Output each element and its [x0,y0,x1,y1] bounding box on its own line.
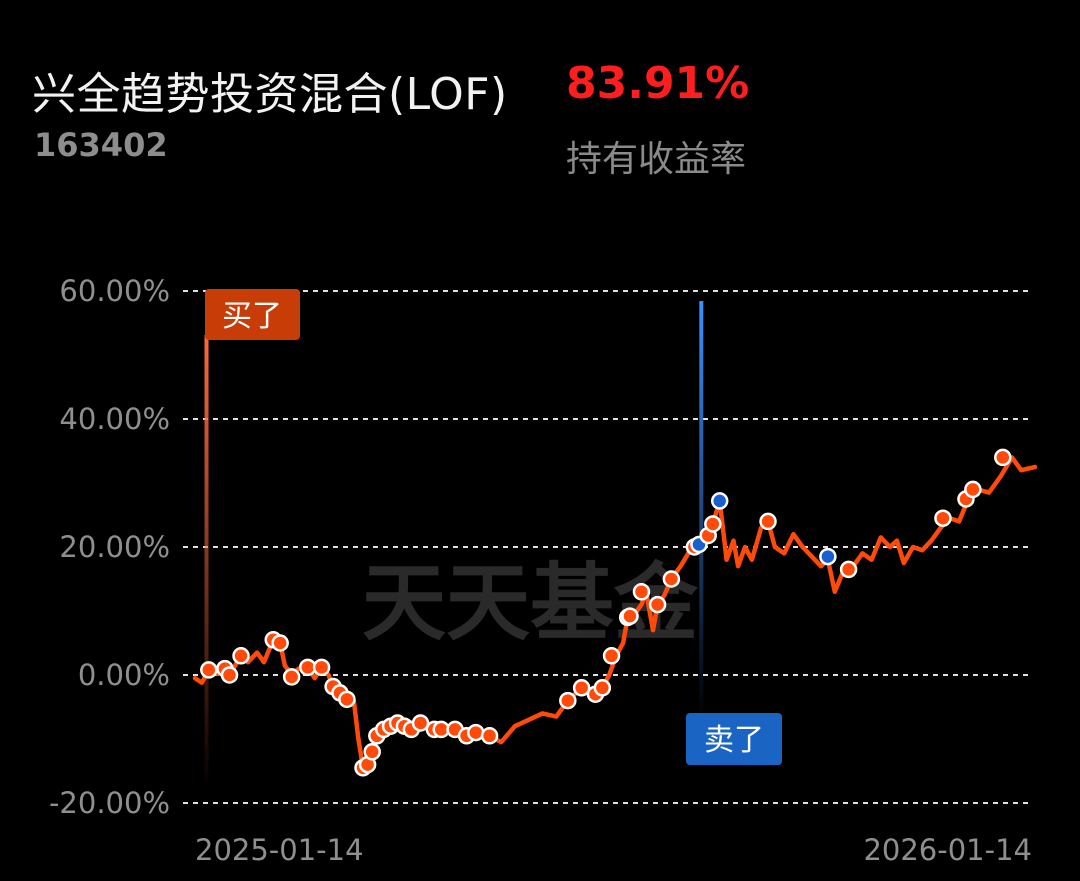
sell-indicator-line [699,301,704,721]
buy-marker[interactable] [411,714,430,732]
sell-tag-label: 卖了 [704,723,764,758]
buy-indicator-line [204,335,209,790]
trade-indicator-lines [204,301,704,790]
x-axis-labels: 2025-01-14 2026-01-14 [195,833,1032,867]
buy-marker[interactable] [602,647,621,665]
sell-tag[interactable]: 卖了 [686,713,782,765]
sell-marker[interactable] [710,492,729,510]
buy-marker[interactable] [648,595,667,614]
buy-marker[interactable] [994,448,1012,467]
fund-name: 兴全趋势投资混合(LOF) [32,69,508,120]
buy-tag-label: 买了 [222,299,282,334]
buy-marker[interactable] [934,509,952,527]
buy-marker[interactable] [282,668,301,686]
fund-code: 163402 [34,126,168,164]
buy-marker[interactable] [338,690,356,709]
x-tick-label-start: 2025-01-14 [195,833,364,867]
buy-marker[interactable] [467,723,485,742]
buy-marker[interactable] [964,480,982,499]
trade-markers [200,448,1012,777]
y-tick-label: 60.00% [59,274,170,308]
buy-marker[interactable] [621,607,639,625]
buy-marker[interactable] [572,679,591,697]
y-tick-label: 0.00% [78,658,170,692]
buy-marker[interactable] [312,658,331,677]
sell-marker[interactable] [819,547,837,566]
holding-return-label: 持有收益率 [566,139,747,180]
x-tick-label-end: 2026-01-14 [863,833,1032,867]
buy-marker[interactable] [271,634,289,652]
buy-marker[interactable] [759,512,777,531]
y-tick-label: -20.00% [49,786,170,820]
buy-marker[interactable] [559,691,577,710]
y-tick-label: 20.00% [59,530,170,564]
buy-marker[interactable] [662,570,681,588]
grid-lines [183,290,1030,804]
buy-marker[interactable] [220,666,239,684]
buy-marker[interactable] [200,661,218,679]
buy-marker[interactable] [232,647,250,665]
buy-marker[interactable] [704,515,722,533]
buy-tag-bg [205,289,300,340]
y-axis-labels: 60.00% 40.00% 20.00% 0.00% -20.00% [49,274,170,820]
buy-marker[interactable] [632,583,651,601]
buy-marker[interactable] [839,560,858,579]
buy-marker[interactable] [480,727,499,745]
sell-tag-bg [686,713,782,765]
buy-tag[interactable]: 买了 [205,289,300,340]
holding-return-value: 83.91% [566,58,750,109]
y-tick-label: 40.00% [59,402,170,436]
buy-marker[interactable] [593,679,612,697]
buy-marker[interactable] [363,743,381,761]
